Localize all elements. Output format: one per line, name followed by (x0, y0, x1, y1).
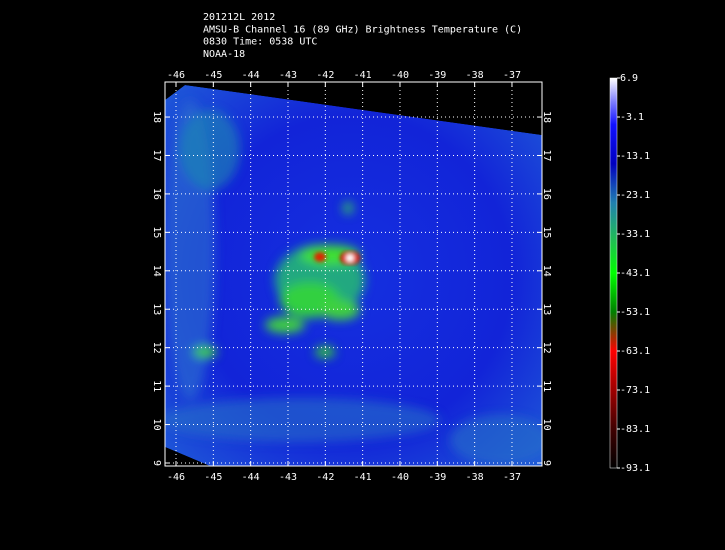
colorbar-label: -33.1 (620, 229, 650, 240)
colorbar-label: -23.1 (620, 190, 650, 201)
lat-label: 17 (541, 149, 552, 161)
lat-label: 13 (541, 303, 552, 315)
lon-label: -41 (354, 472, 372, 483)
lat-label: 18 (541, 111, 552, 123)
title-line: 201212L 2012 (203, 12, 275, 23)
lat-label: 9 (151, 460, 162, 466)
lon-label: -46 (167, 472, 185, 483)
colorbar-label: -43.1 (620, 268, 650, 279)
colorbar (609, 77, 618, 469)
lon-label: -44 (242, 70, 260, 81)
title-line: AMSU-B Channel 16 (89 GHz) Brightness Te… (203, 24, 522, 35)
lat-label: 15 (151, 226, 162, 238)
colorbar-label: -53.1 (620, 307, 650, 318)
colorbar-label: -13.1 (620, 151, 650, 162)
lon-label: -41 (354, 70, 372, 81)
lon-label: -39 (428, 70, 446, 81)
lat-label: 9 (541, 460, 552, 466)
colorbar-label: -93.1 (620, 463, 650, 474)
title-line: NOAA-18 (203, 49, 245, 60)
lat-label: 12 (541, 342, 552, 354)
map-frame (164, 81, 543, 467)
lon-label: -40 (391, 472, 409, 483)
colorbar-label: -3.1 (620, 112, 644, 123)
lon-label: -37 (503, 472, 521, 483)
lat-label: 14 (151, 265, 162, 277)
lat-label: 10 (541, 419, 552, 431)
lat-label: 11 (151, 380, 162, 392)
lat-label: 14 (541, 265, 552, 277)
colorbar-label: -83.1 (620, 424, 650, 435)
imagery (165, 85, 542, 466)
lon-label: -43 (279, 70, 297, 81)
lon-label: -40 (391, 70, 409, 81)
lat-label: 16 (151, 188, 162, 200)
lon-label: -43 (279, 472, 297, 483)
lon-label: -44 (242, 472, 260, 483)
lat-label: 13 (151, 303, 162, 315)
lat-label: 18 (151, 111, 162, 123)
lon-label: -39 (428, 472, 446, 483)
lon-label: -45 (204, 472, 222, 483)
lon-label: -38 (466, 70, 484, 81)
lat-label: 12 (151, 342, 162, 354)
lat-label: 15 (541, 226, 552, 238)
lat-label: 11 (541, 380, 552, 392)
lat-label: 16 (541, 188, 552, 200)
title-line: 0830 Time: 0538 UTC (203, 37, 317, 48)
lon-label: -42 (316, 70, 334, 81)
lon-label: -38 (466, 472, 484, 483)
lon-label: -42 (316, 472, 334, 483)
lon-label: -46 (167, 70, 185, 81)
colorbar-label: -73.1 (620, 385, 650, 396)
lon-label: -37 (503, 70, 521, 81)
lat-label: 10 (151, 419, 162, 431)
lat-label: 17 (151, 149, 162, 161)
colorbar-label: -63.1 (620, 346, 650, 357)
lon-label: -45 (204, 70, 222, 81)
colorbar-label: 6.9 (620, 73, 638, 84)
